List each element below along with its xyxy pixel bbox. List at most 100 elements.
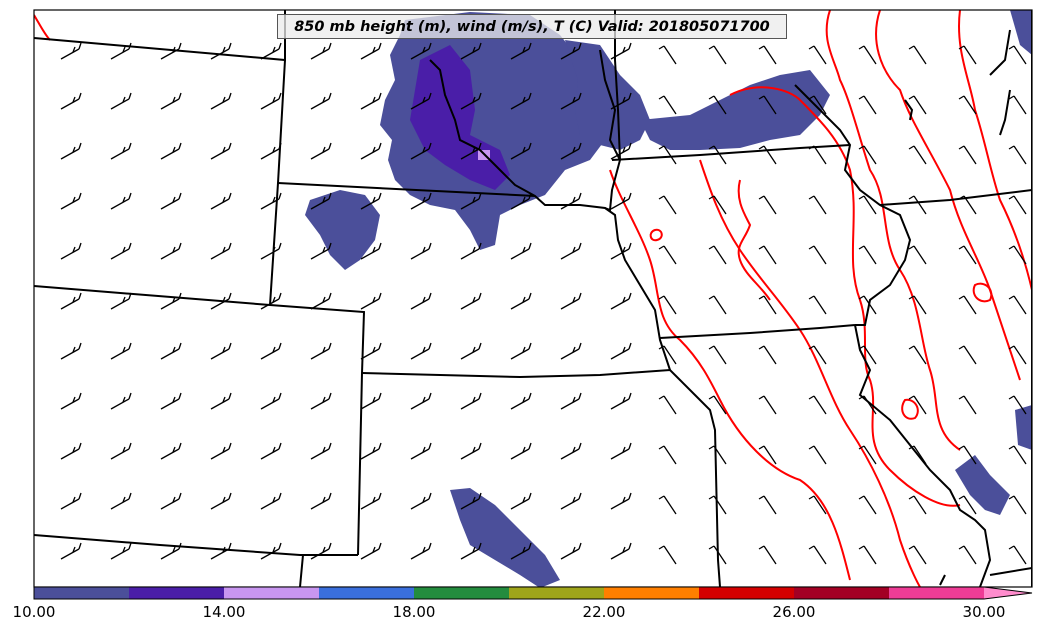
wind-barb — [510, 142, 532, 160]
wind-barb — [758, 445, 777, 465]
wind-barb — [260, 342, 282, 360]
wind-barb — [610, 342, 632, 360]
wind-barb — [160, 342, 182, 360]
wind-barb — [60, 42, 82, 60]
colorbar-segment — [129, 587, 225, 599]
wind-barb — [310, 342, 332, 360]
wind-barb — [510, 292, 532, 310]
wind-barb — [460, 392, 482, 410]
wind-barb — [410, 242, 432, 260]
wind-barb — [1008, 95, 1027, 115]
wind-barb — [360, 392, 382, 410]
wind-barb — [908, 145, 927, 165]
wind-barb — [510, 92, 532, 110]
wind-barb — [210, 442, 232, 460]
wind-barb — [210, 42, 232, 60]
wind-barb — [1008, 545, 1027, 565]
wind-barb — [958, 45, 977, 65]
wind-barb — [310, 542, 332, 560]
wind-barb — [758, 145, 777, 165]
colorbar-segment — [699, 587, 795, 599]
wind-barb — [658, 45, 677, 65]
wind-barb — [560, 442, 582, 460]
wind-barb — [758, 395, 777, 415]
wind-barb — [610, 442, 632, 460]
wind-barb — [808, 95, 827, 115]
wind-barb — [360, 442, 382, 460]
colorbar-segment — [509, 587, 605, 599]
wind-barb — [908, 445, 927, 465]
wind-barb — [610, 42, 632, 60]
wind-barb — [60, 142, 82, 160]
wind-barb — [310, 42, 332, 60]
wind-barb — [808, 195, 827, 215]
wind-barb — [460, 242, 482, 260]
wind-barb — [410, 392, 432, 410]
wind-barb — [110, 492, 132, 510]
wind-barb — [958, 245, 977, 265]
wind-barb — [708, 245, 727, 265]
wind-barb — [560, 292, 582, 310]
wind-barb — [560, 192, 582, 210]
wind-barb — [708, 545, 727, 565]
wind-barb — [410, 142, 432, 160]
wind-barb — [210, 292, 232, 310]
wind-barb — [410, 292, 432, 310]
wind-barb — [460, 292, 482, 310]
colorbar-segment — [794, 587, 890, 599]
wind-barb — [560, 492, 582, 510]
wind-barb — [560, 142, 582, 160]
wind-barb — [60, 492, 82, 510]
wind-barb — [808, 395, 827, 415]
wind-barb — [708, 145, 727, 165]
wind-barb — [658, 145, 677, 165]
wind-barb — [658, 95, 677, 115]
wind-barb — [310, 92, 332, 110]
wind-barb — [758, 45, 777, 65]
wind-barb — [560, 392, 582, 410]
wind-barb — [958, 545, 977, 565]
wind-barb — [110, 292, 132, 310]
wind-barb — [510, 42, 532, 60]
wind-barb — [560, 342, 582, 360]
wind-barb — [758, 545, 777, 565]
wind-barb — [410, 42, 432, 60]
wind-barb — [808, 495, 827, 515]
colorbar-tick-label: 30.00 — [962, 603, 1006, 621]
wind-barb — [610, 242, 632, 260]
wind-barb — [360, 192, 382, 210]
colorbar-tick-label: 14.00 — [202, 603, 246, 621]
wind-barb — [658, 295, 677, 315]
wind-barb — [708, 95, 727, 115]
wind-barb — [610, 192, 632, 210]
wind-barb — [60, 92, 82, 110]
wind-barb — [908, 345, 927, 365]
wind-barb — [658, 195, 677, 215]
wind-barb — [758, 245, 777, 265]
wind-barb — [310, 492, 332, 510]
wind-barb — [908, 95, 927, 115]
wind-barb — [908, 195, 927, 215]
colorbar — [33, 586, 1033, 600]
wind-barb — [908, 45, 927, 65]
wind-barb — [60, 242, 82, 260]
wind-barb — [210, 392, 232, 410]
wind-barb — [808, 545, 827, 565]
wind-barb — [808, 245, 827, 265]
wind-barb — [260, 542, 282, 560]
wind-barb — [658, 495, 677, 515]
wind-barb — [60, 392, 82, 410]
wind-barb — [658, 545, 677, 565]
wind-barb — [360, 42, 382, 60]
wind-barb — [460, 142, 482, 160]
wind-barbs — [60, 42, 1027, 565]
wind-barb — [160, 542, 182, 560]
wind-barb — [210, 242, 232, 260]
wind-barb — [510, 542, 532, 560]
wind-barb — [858, 395, 877, 415]
wind-barb — [360, 92, 382, 110]
wind-barb — [908, 395, 927, 415]
wind-barb — [110, 142, 132, 160]
wind-barb — [958, 195, 977, 215]
wind-barb — [110, 42, 132, 60]
